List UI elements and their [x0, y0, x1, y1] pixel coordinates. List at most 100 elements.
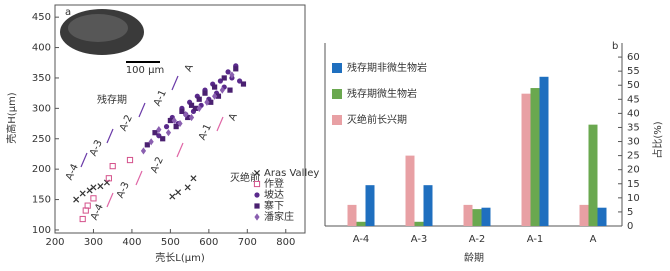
legend-swatch [332, 63, 342, 73]
zone-divider [171, 75, 179, 91]
point [97, 183, 104, 190]
point [167, 117, 173, 124]
y-tick-label: 350 [32, 73, 51, 84]
bar [539, 76, 549, 227]
y-tick-label: 40 [627, 108, 640, 119]
bar [365, 185, 375, 226]
y-tick-label: 450 [32, 12, 51, 23]
legend-label: 作登 [264, 177, 284, 190]
point [196, 104, 202, 112]
zone-label: A-2 [149, 155, 166, 175]
point [183, 110, 189, 119]
legend-marker [254, 203, 260, 209]
legend-label: 残存期微生物岩 [347, 87, 417, 100]
point [171, 116, 177, 125]
panel-label: b [612, 41, 618, 52]
x-tick-label: 200 [45, 237, 64, 248]
point [175, 189, 182, 196]
y-tick-label: 60 [627, 52, 640, 63]
y-tick-label: 300 [32, 103, 51, 114]
zone-divider [138, 102, 146, 118]
legend-marker [254, 192, 260, 198]
point [196, 96, 202, 102]
point [79, 215, 86, 223]
x-tick-label: 400 [122, 237, 141, 248]
point [192, 105, 198, 111]
x-tick-label: A-1 [527, 234, 544, 245]
point [188, 113, 195, 122]
bar [588, 124, 598, 226]
legend-label: 寨下 [264, 199, 284, 212]
zone-divider [216, 116, 224, 132]
point [212, 84, 218, 90]
point [126, 156, 134, 164]
point [185, 114, 191, 121]
bar [405, 155, 415, 226]
y-tick-label: 150 [32, 195, 51, 206]
bar [414, 221, 424, 226]
zone-label: 残存期 [97, 93, 127, 106]
bar [481, 207, 491, 226]
bar [423, 185, 433, 226]
y-tick-label: 50 [627, 80, 640, 91]
x-tick-label: 600 [199, 237, 218, 248]
zone-label: A-2 [118, 113, 135, 133]
x-tick-label: 800 [276, 237, 295, 248]
y-axis-title: 占比(%) [651, 121, 664, 158]
y-tick-label: 0 [627, 221, 633, 232]
point [225, 69, 231, 75]
point [227, 87, 233, 93]
point [233, 66, 239, 72]
point [109, 163, 116, 170]
fossil-highlight [68, 14, 128, 42]
zone-divider [135, 170, 143, 186]
point [190, 175, 197, 182]
legend-swatch [332, 115, 342, 125]
y-tick-label: 10 [627, 193, 640, 204]
point [179, 108, 185, 114]
legend-label: 坡达 [264, 188, 284, 201]
y-tick-label: 15 [627, 179, 640, 190]
x-tick-label: A-2 [469, 234, 486, 245]
legend-label: 灭绝前长兴期 [347, 113, 407, 126]
point [152, 130, 158, 136]
zone-divider [106, 128, 114, 144]
legend-label: Aras Valley [264, 168, 319, 179]
point [212, 92, 218, 100]
plot-frame-a [54, 4, 306, 234]
point [229, 71, 235, 79]
point [173, 124, 179, 130]
point [204, 98, 210, 106]
x-tick-label: 700 [238, 237, 257, 248]
bar [356, 221, 366, 226]
legend-swatch [332, 89, 342, 99]
point [160, 136, 166, 142]
y-axis-title: 壳高H(μm) [5, 92, 18, 144]
x-tick-label: A-3 [411, 234, 428, 245]
point [90, 195, 97, 202]
point [208, 99, 214, 105]
point [105, 175, 112, 182]
bar [521, 93, 531, 226]
legend-label: 潘家庄 [264, 210, 294, 223]
zone-label: 灭绝前 [230, 171, 260, 184]
bar [579, 204, 589, 226]
y-tick-label: 200 [32, 164, 51, 175]
point [90, 184, 97, 191]
y-tick-label: 20 [627, 165, 640, 176]
zone-label: A-4 [64, 162, 81, 182]
y-tick-label: 25 [627, 151, 640, 162]
y-tick-label: 30 [627, 137, 640, 148]
point [84, 202, 91, 209]
point [221, 75, 227, 81]
point [165, 129, 172, 137]
y-tick-label: 55 [627, 66, 640, 77]
point [219, 86, 225, 94]
point [79, 190, 86, 197]
bar [530, 88, 540, 227]
zone-label: A-3 [88, 138, 105, 158]
zone-label: A [227, 112, 240, 123]
point [202, 90, 208, 96]
y-tick-label: 100 [32, 225, 51, 236]
